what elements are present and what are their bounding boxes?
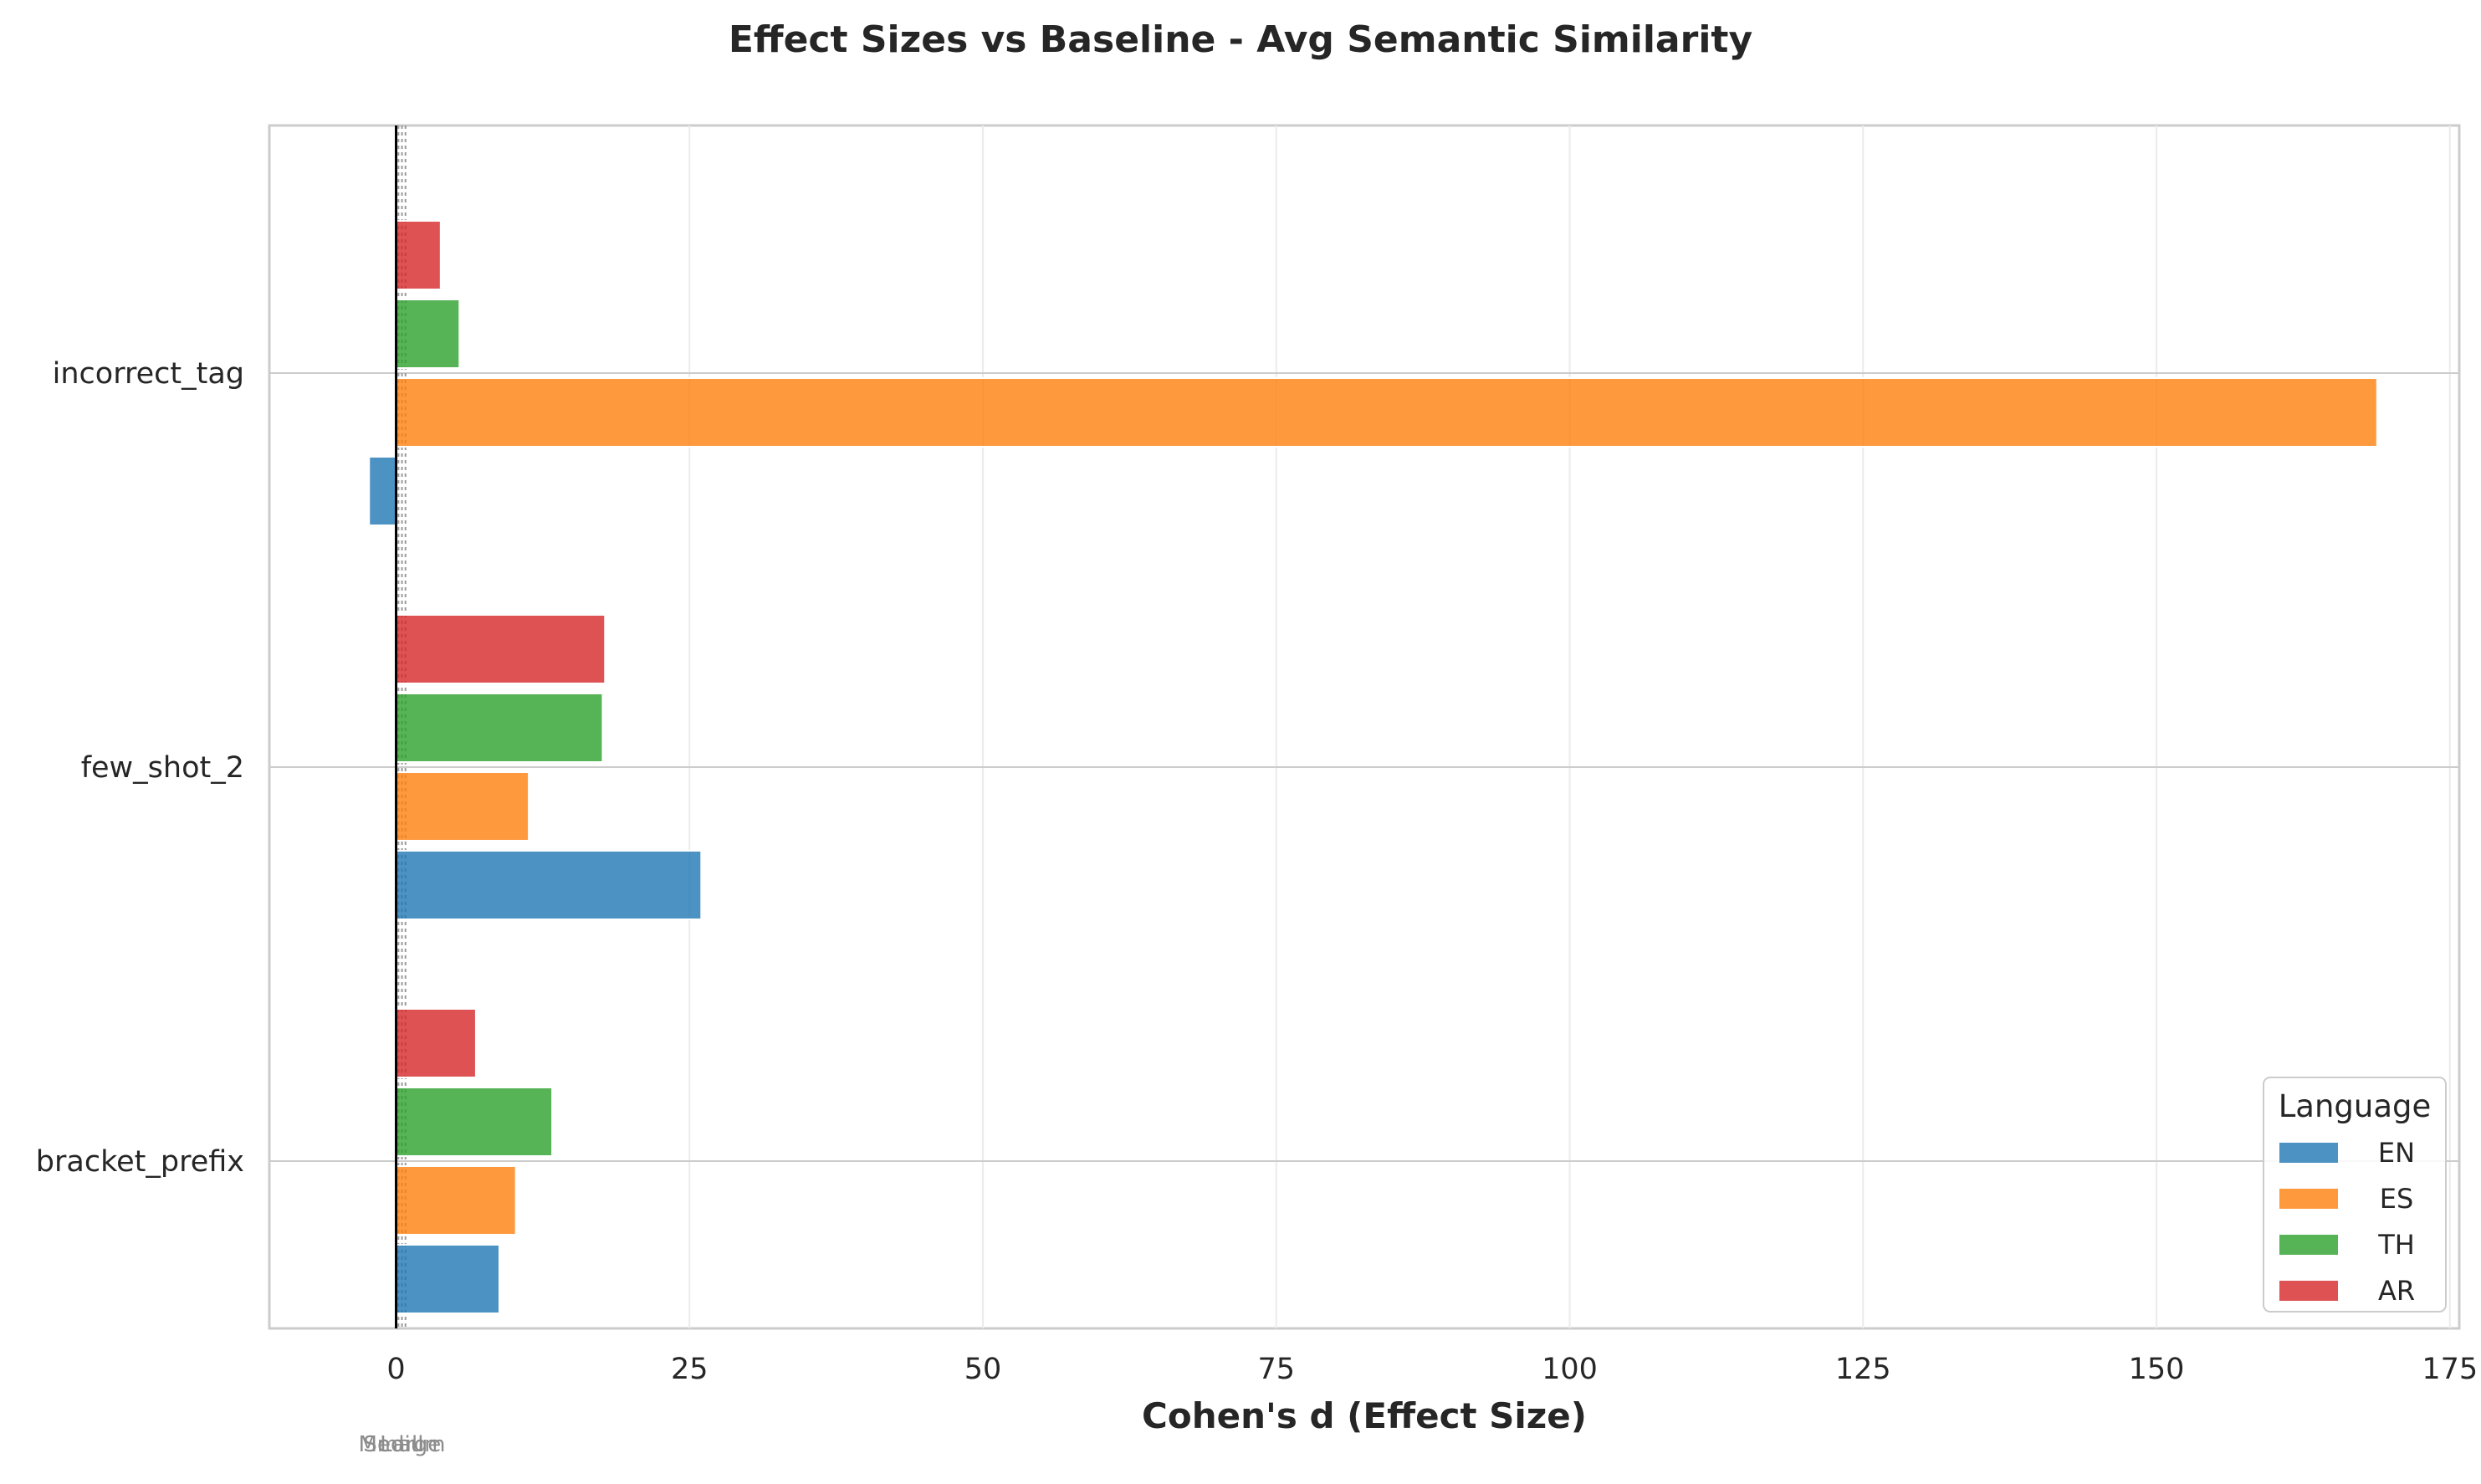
bar-ar: [395, 614, 606, 684]
x-tick-label: 150: [2129, 1353, 2185, 1386]
x-tick-labels: 0 25 50 75 100 125 150 175: [386, 1353, 2478, 1386]
reference-line-label: Large: [380, 1432, 441, 1457]
plot-area: [268, 124, 2461, 1330]
x-tick-label: 125: [1835, 1353, 1891, 1386]
reference-line-label: Medium: [359, 1432, 446, 1457]
reference-line-label: Small: [363, 1432, 423, 1457]
legend-label-th: TH: [2377, 1229, 2415, 1261]
legend-title: Language: [2279, 1088, 2432, 1124]
legend-label-es: ES: [2380, 1183, 2414, 1215]
legend-label-en: EN: [2378, 1137, 2415, 1169]
bar-es: [395, 377, 2378, 448]
y-tick-label: few_shot_2: [81, 751, 244, 785]
bars: [368, 220, 2378, 1314]
bar-en: [395, 850, 703, 920]
y-tick-labels: bracket_prefix few_shot_2 incorrect_tag: [36, 357, 244, 1179]
x-tick-label: 175: [2422, 1353, 2478, 1386]
bar-th: [395, 299, 461, 369]
bar-en: [395, 1244, 500, 1314]
legend-swatch-ar: [2279, 1281, 2338, 1301]
legend-swatch-es: [2279, 1189, 2338, 1209]
bar-th: [395, 693, 604, 763]
legend-swatch-en: [2279, 1143, 2338, 1163]
legend-swatch-th: [2279, 1235, 2338, 1255]
bar-ar: [395, 1008, 477, 1078]
bar-en: [368, 456, 397, 526]
y-tick-label: incorrect_tag: [53, 357, 244, 391]
bar-th: [395, 1087, 554, 1157]
x-axis-label: Cohen's d (Effect Size): [1142, 1395, 1587, 1436]
x-tick-label: 75: [1258, 1353, 1296, 1386]
legend-label-ar: AR: [2378, 1275, 2415, 1307]
bar-es: [395, 771, 530, 842]
y-tick-label: bracket_prefix: [36, 1145, 244, 1179]
x-tick-label: 50: [964, 1353, 1002, 1386]
x-tick-label: 0: [386, 1353, 405, 1386]
chart-title: Effect Sizes vs Baseline - Avg Semantic …: [729, 18, 1752, 61]
legend: Language EN ES TH AR: [2263, 1077, 2447, 1313]
x-tick-label: 25: [671, 1353, 708, 1386]
x-tick-label: 100: [1542, 1353, 1598, 1386]
bar-ar: [395, 220, 442, 290]
bar-es: [395, 1165, 517, 1236]
